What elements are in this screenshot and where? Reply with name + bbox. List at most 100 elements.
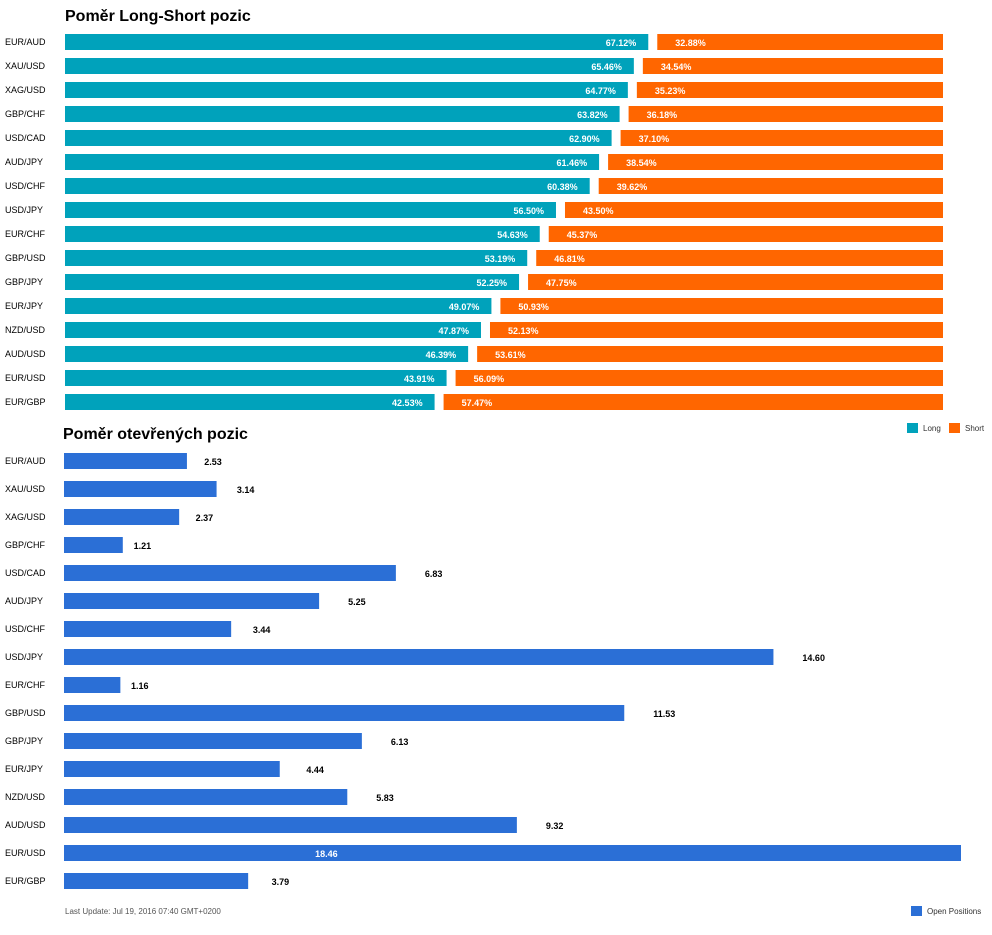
short-bar bbox=[500, 298, 943, 314]
long-value-label: 46.39% bbox=[426, 350, 457, 360]
legend-open-positions-swatch bbox=[911, 906, 922, 916]
open-positions-bar bbox=[64, 593, 320, 609]
category-label: EUR/CHF bbox=[5, 680, 46, 690]
open-positions-value-label: 5.25 bbox=[348, 597, 366, 607]
open-positions-bar bbox=[64, 677, 121, 693]
open-positions-bar bbox=[64, 733, 362, 749]
short-bar bbox=[598, 178, 943, 194]
category-label: NZD/USD bbox=[5, 325, 45, 335]
legend-short-swatch bbox=[949, 423, 960, 433]
short-bar bbox=[628, 106, 943, 122]
long-bar bbox=[65, 394, 435, 410]
open-positions-bar bbox=[64, 761, 280, 777]
category-label: GBP/JPY bbox=[5, 277, 43, 287]
long-value-label: 61.46% bbox=[557, 158, 588, 168]
long-value-label: 42.53% bbox=[392, 398, 423, 408]
open-positions-bar bbox=[64, 789, 348, 805]
category-label: EUR/GBP bbox=[5, 876, 46, 886]
short-value-label: 36.18% bbox=[647, 110, 678, 120]
long-value-label: 56.50% bbox=[513, 206, 544, 216]
short-bar bbox=[528, 274, 943, 290]
short-bar bbox=[564, 202, 943, 218]
category-label: EUR/JPY bbox=[5, 764, 43, 774]
open-positions-bar bbox=[64, 873, 249, 889]
long-value-label: 54.63% bbox=[497, 230, 528, 240]
long-value-label: 64.77% bbox=[585, 86, 616, 96]
long-value-label: 47.87% bbox=[438, 326, 469, 336]
short-bar bbox=[536, 250, 943, 266]
open-positions-value-label: 5.83 bbox=[376, 793, 394, 803]
open-positions-bar bbox=[64, 481, 217, 497]
category-label: USD/JPY bbox=[5, 205, 43, 215]
short-value-label: 32.88% bbox=[675, 38, 706, 48]
short-value-label: 37.10% bbox=[639, 134, 670, 144]
short-value-label: 57.47% bbox=[462, 398, 493, 408]
open-positions-bar bbox=[64, 845, 961, 861]
open-positions-value-label: 9.32 bbox=[546, 821, 564, 831]
category-label: AUD/USD bbox=[5, 820, 46, 830]
short-bar bbox=[477, 346, 943, 362]
open-positions-value-label: 2.37 bbox=[196, 513, 214, 523]
short-value-label: 47.75% bbox=[546, 278, 577, 288]
short-bar bbox=[455, 370, 943, 386]
category-label: EUR/AUD bbox=[5, 37, 46, 47]
legend-short: Short bbox=[949, 423, 984, 433]
open-positions-value-label: 3.79 bbox=[272, 877, 290, 887]
open-positions-value-label: 3.44 bbox=[253, 625, 271, 635]
short-value-label: 39.62% bbox=[617, 182, 648, 192]
category-label: GBP/USD bbox=[5, 708, 46, 718]
short-bar bbox=[608, 154, 943, 170]
category-label: AUD/USD bbox=[5, 349, 46, 359]
short-value-label: 46.81% bbox=[554, 254, 585, 264]
category-label: USD/CAD bbox=[5, 568, 46, 578]
short-bar bbox=[657, 34, 943, 50]
open-positions-bar bbox=[64, 649, 774, 665]
long-bar bbox=[65, 82, 628, 98]
category-label: EUR/USD bbox=[5, 848, 46, 858]
long-bar bbox=[65, 226, 540, 242]
category-label: USD/JPY bbox=[5, 652, 43, 662]
long-bar bbox=[65, 298, 492, 314]
open-positions-bar bbox=[64, 509, 180, 525]
long-value-label: 60.38% bbox=[547, 182, 578, 192]
open-positions-bar bbox=[64, 621, 232, 637]
long-bar bbox=[65, 130, 612, 146]
long-value-label: 52.25% bbox=[477, 278, 508, 288]
category-label: GBP/CHF bbox=[5, 109, 46, 119]
category-label: XAU/USD bbox=[5, 484, 46, 494]
long-short-chart-title: Poměr Long-Short pozic bbox=[65, 8, 251, 25]
category-label: USD/CHF bbox=[5, 181, 46, 191]
short-value-label: 38.54% bbox=[626, 158, 657, 168]
legend-open-positions-label: Open Positions bbox=[927, 906, 982, 916]
long-bar bbox=[65, 58, 634, 74]
short-bar bbox=[443, 394, 943, 410]
long-bar bbox=[65, 346, 469, 362]
short-value-label: 50.93% bbox=[518, 302, 549, 312]
open-positions-value-label: 14.60 bbox=[802, 653, 825, 663]
open-positions-chart-title: Poměr otevřených pozic bbox=[63, 426, 248, 443]
short-bar bbox=[642, 58, 943, 74]
category-label: GBP/USD bbox=[5, 253, 46, 263]
open-positions-value-label: 11.53 bbox=[653, 709, 675, 719]
category-label: EUR/JPY bbox=[5, 301, 43, 311]
last-update-text: Last Update: Jul 19, 2016 07:40 GMT+0200 bbox=[65, 907, 221, 916]
long-bar bbox=[65, 322, 481, 338]
long-bar bbox=[65, 250, 528, 266]
open-positions-value-label: 3.14 bbox=[237, 485, 255, 495]
long-value-label: 63.82% bbox=[577, 110, 608, 120]
open-positions-bar bbox=[64, 705, 625, 721]
open-positions-value-label: 1.16 bbox=[131, 681, 149, 691]
long-value-label: 49.07% bbox=[449, 302, 480, 312]
open-positions-value-label: 2.53 bbox=[204, 457, 222, 467]
open-positions-bar bbox=[64, 537, 123, 553]
short-bar bbox=[620, 130, 943, 146]
legend-long-label: Long bbox=[923, 423, 941, 433]
short-bar bbox=[636, 82, 943, 98]
long-value-label: 53.19% bbox=[485, 254, 516, 264]
open-positions-value-label: 4.44 bbox=[306, 765, 324, 775]
category-label: GBP/CHF bbox=[5, 540, 46, 550]
category-label: NZD/USD bbox=[5, 792, 45, 802]
category-label: XAG/USD bbox=[5, 512, 46, 522]
open-positions-bar bbox=[64, 817, 517, 833]
